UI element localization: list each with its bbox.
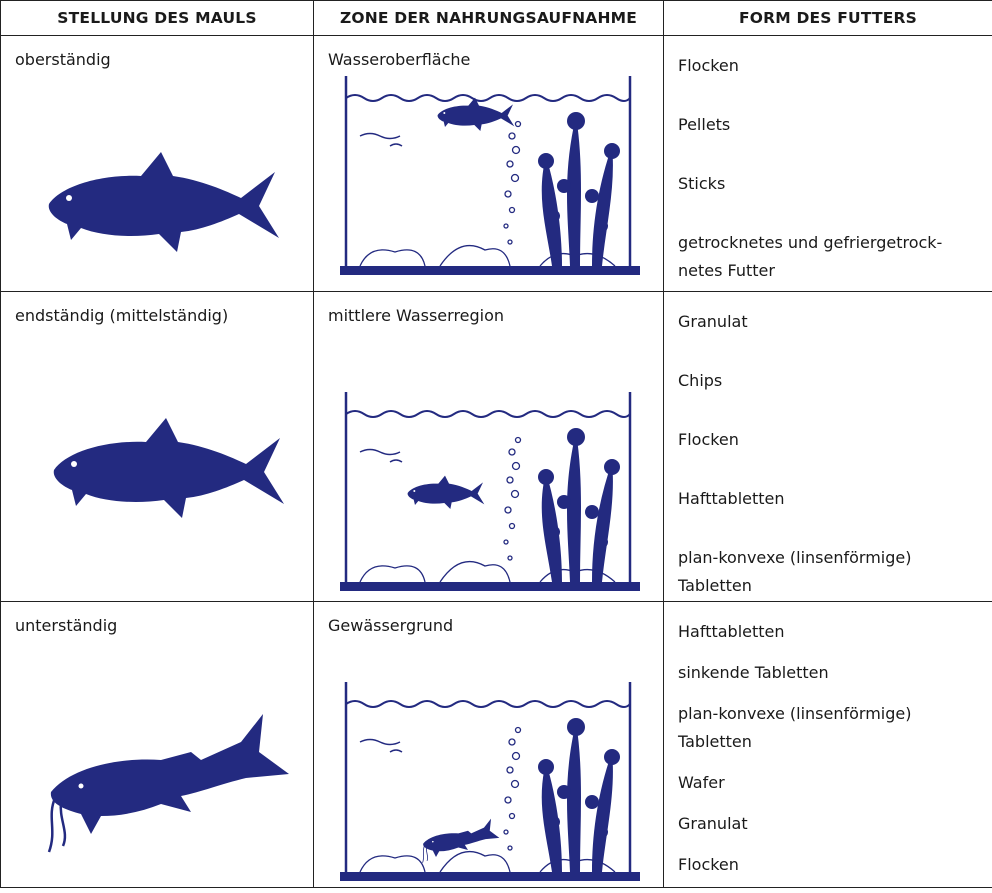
- mouth-position: unterständig: [15, 616, 118, 635]
- food-item: Sticks: [678, 174, 726, 193]
- tank-illustration: [340, 392, 640, 592]
- food-item: plan-konvexe (linsenförmige) Tabletten: [678, 704, 912, 751]
- row: endständig (mittelständig) mittlere Wass…: [0, 291, 992, 602]
- cell: oberständig: [0, 35, 314, 292]
- mouth-position: endständig (mittelständig): [15, 306, 229, 325]
- tank-illustration: [340, 682, 640, 882]
- food-item: Granulat: [678, 312, 748, 331]
- cell: Hafttabletten sinkende Tabletten plan-konv…: [663, 601, 992, 888]
- food-item: plan-konvexe (linsenförmige) Tabletten: [678, 548, 912, 595]
- cell: Flocken Pellets Sticks getrocknetes und gef…: [663, 35, 992, 292]
- cell: Granulat Chips Flocken Hafttabletten plan-ko…: [663, 291, 992, 602]
- food-item: Hafttabletten: [678, 622, 785, 641]
- feeding-zone: mittlere Wasserregion: [328, 306, 505, 325]
- food-item: Flocken: [678, 430, 739, 449]
- food-list: Hafttabletten sinkende Tabletten plan-konv…: [678, 618, 982, 892]
- feeding-zone: Gewässergrund: [328, 616, 454, 635]
- food-item: Flocken: [678, 855, 739, 874]
- food-item: Chips: [678, 371, 723, 390]
- header: FORM DES FUTTERS: [663, 0, 992, 36]
- cell: Gewässergrund: [313, 601, 664, 888]
- food-item: Hafttabletten: [678, 489, 785, 508]
- food-item: getrocknetes und gefriergetrock-netes Fu…: [678, 233, 943, 280]
- cell: endständig (mittelständig): [0, 291, 314, 602]
- food-item: sinkende Tabletten: [678, 663, 829, 682]
- header: STELLUNG DES MAULS: [0, 0, 314, 36]
- row: unterständig Gewässergrund Hafttabletten…: [0, 601, 992, 888]
- row: oberständig Wasseroberfläche Flocken Pell…: [0, 35, 992, 292]
- feeding-zone: Wasseroberfläche: [328, 50, 471, 69]
- cell: mittlere Wasserregion: [313, 291, 664, 602]
- fish-illustration: [41, 412, 291, 522]
- food-list: Granulat Chips Flocken Hafttabletten plan-ko…: [678, 308, 982, 631]
- cell: unterständig: [0, 601, 314, 888]
- mouth-position: oberständig: [15, 50, 111, 69]
- tank-illustration: [340, 76, 640, 276]
- cell: Wasseroberfläche: [313, 35, 664, 292]
- food-item: Flocken: [678, 56, 739, 75]
- header-row: STELLUNG DES MAULS ZONE DER NAHRUNGSAUFN…: [0, 0, 992, 36]
- food-list: Flocken Pellets Sticks getrocknetes und gef…: [678, 52, 982, 316]
- fish-illustration: [41, 712, 291, 862]
- fish-illustration: [41, 146, 281, 256]
- food-item: Pellets: [678, 115, 731, 134]
- header: ZONE DER NAHRUNGSAUFNAHME: [313, 0, 664, 36]
- food-item: Wafer: [678, 773, 725, 792]
- food-item: Granulat: [678, 814, 748, 833]
